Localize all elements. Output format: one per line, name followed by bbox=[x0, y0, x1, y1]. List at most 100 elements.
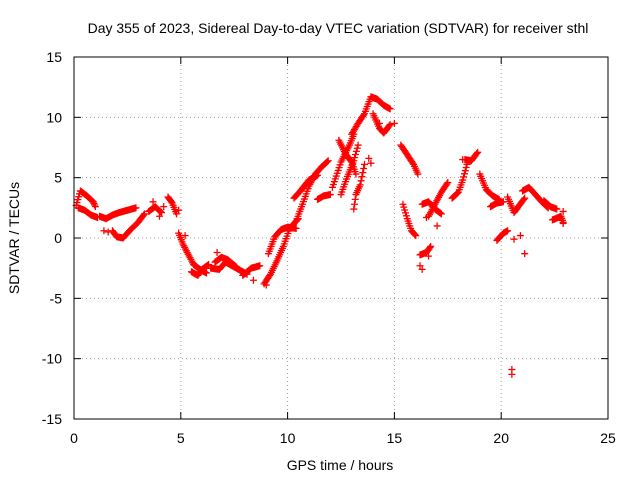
data-point bbox=[460, 170, 468, 178]
data-point bbox=[422, 213, 430, 221]
data-point bbox=[386, 121, 394, 129]
data-point bbox=[205, 261, 213, 269]
data-point bbox=[262, 281, 270, 289]
data-point bbox=[521, 194, 529, 202]
data-point bbox=[157, 208, 165, 216]
data-point bbox=[553, 205, 561, 213]
data-point bbox=[353, 144, 361, 152]
data-point bbox=[350, 157, 358, 165]
data-point bbox=[149, 198, 157, 206]
data-point bbox=[459, 156, 467, 164]
data-point bbox=[160, 203, 168, 211]
x-tick-label: 0 bbox=[70, 430, 78, 446]
data-point bbox=[91, 201, 99, 209]
data-point bbox=[425, 252, 433, 260]
x-tick-label: 25 bbox=[600, 430, 616, 446]
data-point bbox=[367, 159, 375, 167]
data-series bbox=[72, 93, 567, 378]
axis-ticks: 0 5 10 15 20 25 -15 -10 -5 0 5 10 15 bbox=[42, 49, 616, 446]
data-point bbox=[351, 200, 359, 208]
data-point bbox=[473, 150, 481, 158]
data-point bbox=[433, 222, 441, 230]
data-point bbox=[314, 171, 322, 179]
y-tick-label: 5 bbox=[54, 170, 62, 186]
data-point bbox=[427, 242, 435, 250]
data-point bbox=[90, 199, 98, 207]
data-point bbox=[352, 147, 360, 155]
data-point bbox=[520, 195, 528, 203]
y-tick-label: -15 bbox=[42, 411, 62, 427]
data-point bbox=[504, 227, 512, 235]
data-point bbox=[351, 195, 359, 203]
x-tick-label: 15 bbox=[387, 430, 403, 446]
data-point bbox=[249, 276, 257, 284]
data-point bbox=[158, 209, 166, 217]
data-point bbox=[412, 232, 420, 240]
data-point bbox=[360, 111, 368, 119]
data-point bbox=[559, 220, 567, 228]
data-point bbox=[462, 164, 470, 172]
data-point bbox=[89, 198, 97, 206]
data-point bbox=[516, 232, 524, 240]
data-point bbox=[461, 167, 469, 175]
x-tick-label: 5 bbox=[177, 430, 185, 446]
data-point bbox=[444, 178, 452, 186]
y-tick-label: -10 bbox=[42, 351, 62, 367]
data-point bbox=[104, 228, 112, 236]
data-point bbox=[375, 119, 383, 127]
data-point bbox=[213, 248, 221, 256]
data-point bbox=[232, 263, 240, 271]
data-point bbox=[352, 150, 360, 158]
data-point bbox=[202, 269, 210, 277]
data-point bbox=[360, 164, 368, 172]
data-point bbox=[181, 232, 189, 240]
x-tick-label: 10 bbox=[280, 430, 296, 446]
data-point bbox=[416, 262, 424, 270]
data-point bbox=[390, 119, 398, 127]
data-point bbox=[155, 212, 163, 220]
data-point bbox=[175, 206, 183, 214]
data-point bbox=[426, 244, 434, 252]
data-point bbox=[359, 169, 367, 177]
data-point bbox=[508, 370, 516, 378]
data-point bbox=[132, 204, 140, 212]
data-point bbox=[323, 158, 331, 166]
data-point bbox=[411, 231, 419, 239]
y-tick-label: 15 bbox=[46, 49, 62, 65]
data-point bbox=[358, 173, 366, 181]
chart-title: Day 355 of 2023, Sidereal Day-to-day VTE… bbox=[88, 20, 589, 36]
x-axis-label: GPS time / hours bbox=[287, 457, 394, 473]
data-point bbox=[510, 235, 518, 243]
data-point bbox=[100, 227, 108, 235]
x-tick-label: 20 bbox=[493, 430, 509, 446]
data-point bbox=[521, 250, 529, 258]
y-tick-label: -5 bbox=[50, 290, 63, 306]
data-point bbox=[354, 141, 362, 149]
data-point bbox=[351, 154, 359, 162]
data-point bbox=[356, 181, 364, 189]
data-point bbox=[436, 209, 444, 217]
data-point bbox=[292, 224, 300, 232]
data-point bbox=[414, 170, 422, 178]
data-point bbox=[365, 154, 373, 162]
y-axis-label: SDTVAR / TECUs bbox=[6, 182, 22, 294]
data-point bbox=[231, 262, 239, 270]
data-point bbox=[499, 198, 507, 206]
y-tick-label: 10 bbox=[46, 109, 62, 125]
y-tick-label: 0 bbox=[54, 230, 62, 246]
data-point bbox=[443, 180, 451, 188]
data-point bbox=[382, 127, 390, 135]
data-point bbox=[326, 191, 334, 199]
data-point bbox=[360, 160, 368, 168]
data-point bbox=[437, 210, 445, 218]
data-point bbox=[350, 205, 358, 213]
data-point bbox=[386, 105, 394, 113]
data-point bbox=[352, 170, 360, 178]
data-point bbox=[140, 210, 148, 218]
data-point bbox=[559, 207, 567, 215]
data-point bbox=[173, 210, 181, 218]
data-point bbox=[474, 148, 482, 156]
data-point bbox=[385, 122, 393, 130]
data-point bbox=[324, 157, 332, 165]
